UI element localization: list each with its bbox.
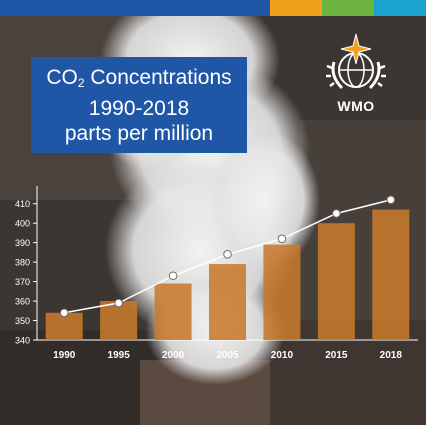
line-point-2015 xyxy=(332,209,341,218)
y-tick-label: 340 xyxy=(15,336,30,346)
chart-title: CO2 Concentrations 1990-2018 parts per m… xyxy=(31,57,247,153)
bar-1995 xyxy=(100,301,138,340)
line-point-1995 xyxy=(114,298,123,308)
x-tick-label: 1990 xyxy=(53,350,76,361)
wmo-logo: WMO xyxy=(318,32,394,118)
bar-2010 xyxy=(263,244,301,340)
wmo-emblem-icon xyxy=(326,33,386,90)
y-tick-label: 360 xyxy=(15,297,30,307)
x-tick-label: 2018 xyxy=(380,350,403,361)
title-co: CO xyxy=(46,65,78,89)
bar-2015 xyxy=(317,223,355,340)
y-tick-label: 370 xyxy=(15,277,30,287)
bar-2005 xyxy=(208,264,247,340)
x-tick-label: 2015 xyxy=(325,350,348,361)
y-tick-label: 400 xyxy=(15,219,30,229)
top-stripe-green xyxy=(322,0,374,16)
line-point-2000 xyxy=(168,271,178,281)
title-years: 1990-2018 xyxy=(88,96,190,120)
bar-1990 xyxy=(45,312,83,340)
x-tick-label: 2010 xyxy=(271,350,294,361)
top-stripe-cyan xyxy=(374,0,426,16)
x-tick-label: 2000 xyxy=(162,350,185,361)
title-concentrations: Concentrations xyxy=(84,65,232,89)
title-units: parts per million xyxy=(64,121,214,145)
title-subscript: 2 xyxy=(77,75,85,90)
y-tick-label: 350 xyxy=(15,316,30,326)
x-tick-label: 2005 xyxy=(216,350,239,361)
wmo-logo-text: WMO xyxy=(337,98,375,114)
bar-2000 xyxy=(154,283,192,340)
line-point-2018 xyxy=(386,195,396,205)
y-tick-label: 390 xyxy=(15,238,30,248)
title-line-1: CO2 Concentrations xyxy=(46,65,231,96)
bar-2018 xyxy=(372,209,410,340)
line-point-2010 xyxy=(277,234,287,244)
y-tick-label: 380 xyxy=(15,258,30,268)
x-tick-label: 1995 xyxy=(108,350,131,361)
line-point-1990 xyxy=(59,308,69,318)
y-tick-label: 410 xyxy=(15,199,30,209)
top-stripe-orange xyxy=(270,0,322,16)
top-stripe-blue xyxy=(0,0,270,16)
line-point-2005 xyxy=(223,250,232,259)
